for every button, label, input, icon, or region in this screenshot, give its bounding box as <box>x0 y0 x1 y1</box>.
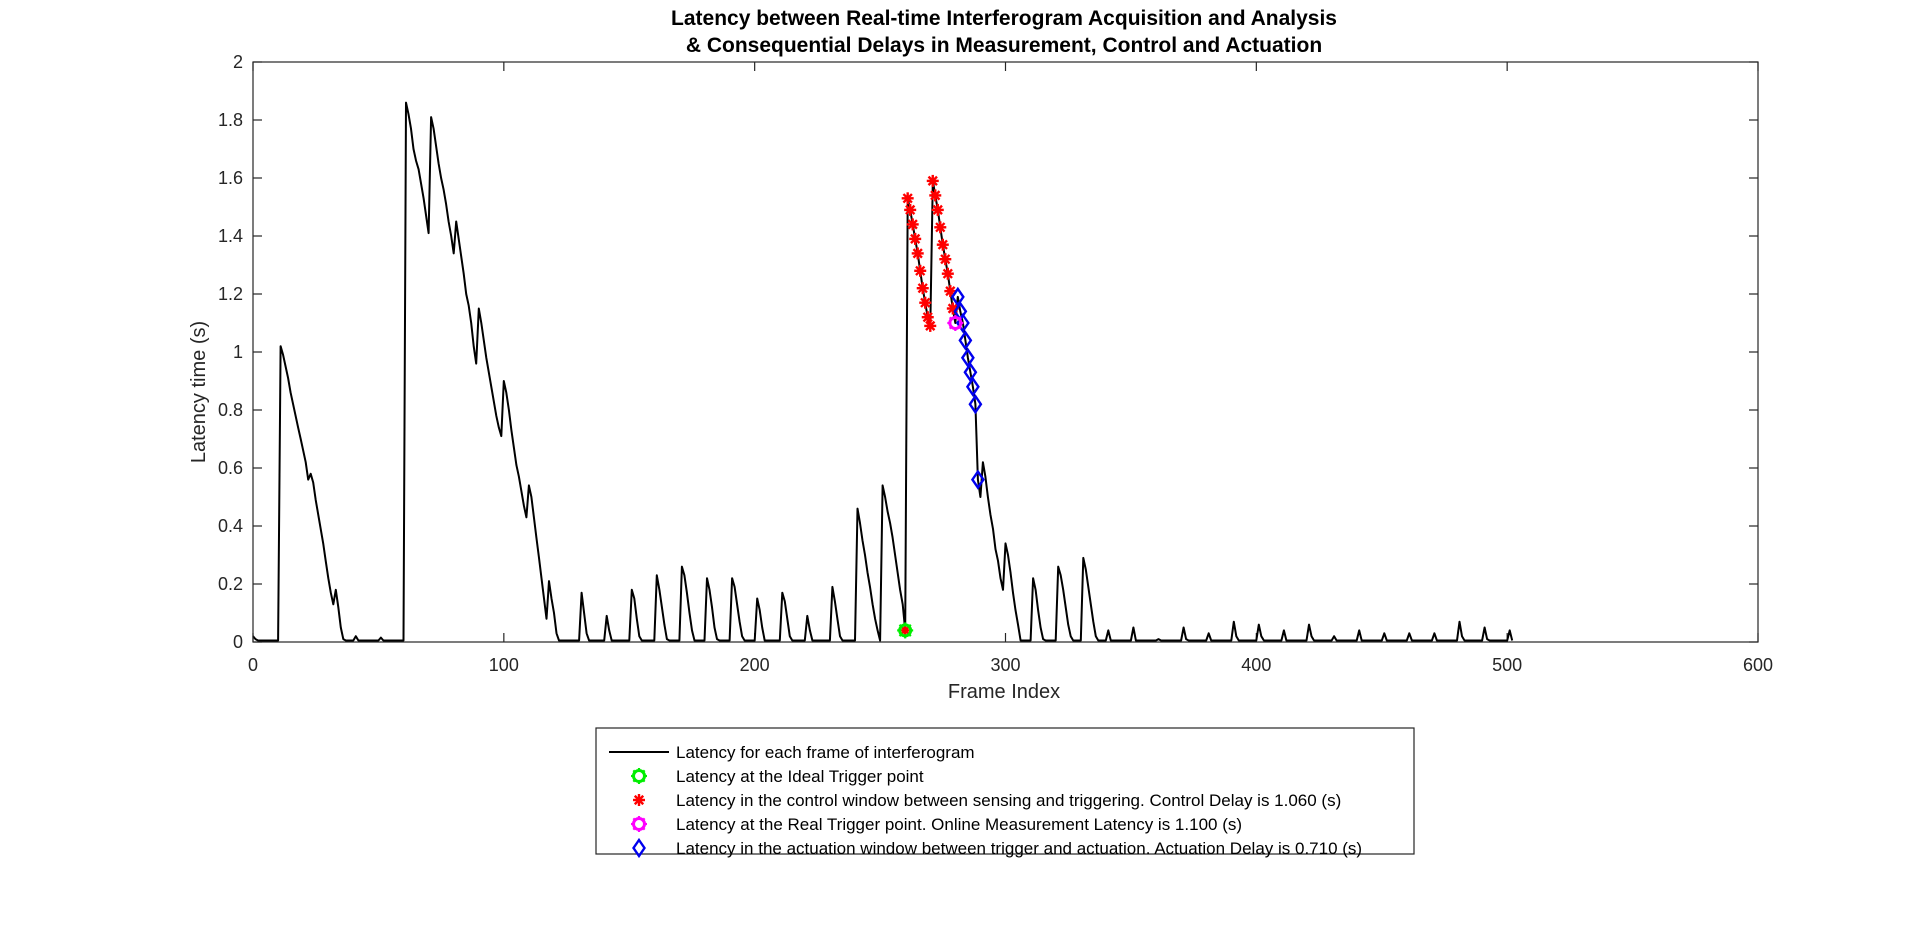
legend-marker-swatch <box>633 794 645 806</box>
control-window-marker <box>926 174 939 187</box>
legend-label: Latency in the control window between se… <box>676 791 1341 810</box>
y-tick-label: 0.8 <box>218 400 243 420</box>
y-tick-label: 1.2 <box>218 284 243 304</box>
control-window-marker <box>936 238 949 251</box>
control-window-marker <box>906 218 919 231</box>
actuation-window-marker <box>963 362 978 383</box>
series-line-latency <box>252 101 1514 642</box>
x-tick-label: 400 <box>1241 655 1271 675</box>
control-window-marker <box>916 282 929 295</box>
control-window-marker <box>939 253 952 266</box>
plot-area <box>252 101 1514 642</box>
legend-entry-ideal-trigger: Latency at the Ideal Trigger point <box>631 767 924 786</box>
y-tick-label: 2 <box>233 52 243 72</box>
control-window-marker <box>941 267 954 280</box>
legend-entry-latency-line: Latency for each frame of interferogram <box>609 743 975 762</box>
control-window-marker <box>911 247 924 260</box>
actuation-window-marker <box>950 286 965 308</box>
y-tick-label: 0 <box>233 632 243 652</box>
control-window-marker <box>919 296 932 309</box>
legend-label: Latency at the Real Trigger point. Onlin… <box>676 815 1242 834</box>
legend-entry-actuation-window: Latency in the actuation window between … <box>632 837 1362 859</box>
y-tick-label: 0.6 <box>218 458 243 478</box>
control-window-marker <box>921 311 934 324</box>
y-tick-label: 1 <box>233 342 243 362</box>
actuation-window-marker <box>968 394 983 415</box>
control-window-marker <box>901 192 914 205</box>
control-window-marker <box>929 189 942 202</box>
real-trigger-marker <box>947 315 964 331</box>
control-window-marker <box>924 319 937 332</box>
control-window-marker <box>934 221 947 234</box>
control-window-marker <box>914 264 927 277</box>
y-tick-label: 0.2 <box>218 574 243 594</box>
actuation-window-marker <box>960 347 975 368</box>
x-tick-label: 100 <box>489 655 519 675</box>
x-tick-label: 600 <box>1743 655 1773 675</box>
legend-entry-control-window: Latency in the control window between se… <box>633 791 1341 810</box>
legend-label: Latency for each frame of interferogram <box>676 743 975 762</box>
legend-label: Latency in the actuation window between … <box>676 839 1362 858</box>
title-line-1: Latency between Real-time Interferogram … <box>671 7 1337 30</box>
y-tick-label: 1.8 <box>218 110 243 130</box>
x-tick-label: 300 <box>990 655 1020 675</box>
y-tick-label: 1.6 <box>218 168 243 188</box>
axes-box <box>252 61 1759 643</box>
legend-box <box>595 727 1415 855</box>
chart-title: Latency between Real-time Interferogram … <box>671 7 1337 57</box>
control-window-marker <box>904 203 917 216</box>
y-axis-label: Latency time (s) <box>188 321 210 463</box>
x-tick-label: 0 <box>248 655 258 675</box>
legend: Latency for each frame of interferogram L… <box>595 727 1415 859</box>
legend-marker-swatch <box>631 816 647 832</box>
legend-marker-swatch <box>631 768 647 784</box>
x-axis-label: Frame Index <box>948 681 1060 703</box>
y-axis-ticks: 0 0.2 0.4 0.6 0.8 1 1.2 1.4 1.6 1.8 2 <box>218 52 1758 652</box>
control-window-marker <box>909 232 922 245</box>
ideal-trigger-marker <box>897 622 914 639</box>
legend-marker-swatch <box>632 837 646 859</box>
series-markers <box>897 174 985 639</box>
x-tick-label: 500 <box>1492 655 1522 675</box>
title-line-2: & Consequential Delays in Measurement, C… <box>686 34 1322 57</box>
legend-entry-real-trigger: Latency at the Real Trigger point. Onlin… <box>631 815 1242 834</box>
x-tick-label: 200 <box>740 655 770 675</box>
x-axis-ticks: 0 100 200 300 400 500 600 <box>248 62 1773 675</box>
actuation-window-marker <box>965 376 980 397</box>
legend-label: Latency at the Ideal Trigger point <box>676 767 924 786</box>
actuation-window-marker <box>970 469 985 490</box>
y-tick-label: 1.4 <box>218 226 243 246</box>
y-tick-label: 0.4 <box>218 516 243 536</box>
control-window-marker <box>931 203 944 216</box>
actuation-window-marker <box>958 330 973 351</box>
